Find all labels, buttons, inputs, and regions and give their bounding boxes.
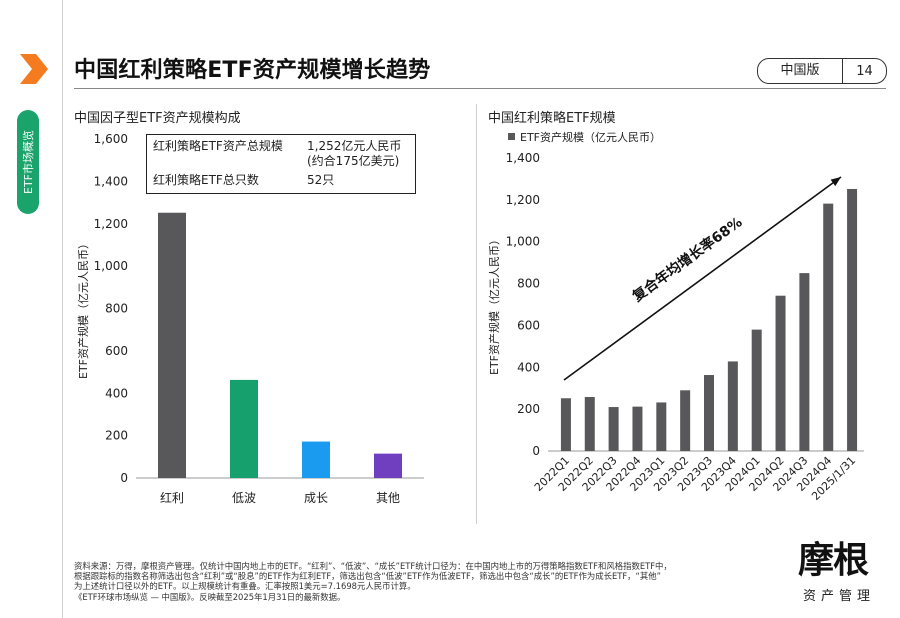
x-tick-label: 低波 xyxy=(232,491,256,505)
edition-badge: 中国版 14 xyxy=(757,58,887,84)
bar-8 xyxy=(751,329,762,451)
y-tick-label: 1,200 xyxy=(94,217,128,231)
y-axis-label: ETF资产规模（亿元人民币） xyxy=(76,238,90,379)
y-tick-label: 200 xyxy=(105,429,128,443)
info-total-value: 1,252亿元人民币 xyxy=(307,139,402,153)
bar-3 xyxy=(632,406,643,451)
x-tick-label: 其他 xyxy=(376,491,400,505)
bar-0 xyxy=(560,398,571,451)
footnote: 资料来源：万得，摩根资产管理。仅统计中国内地上市的ETF。“红利”、“低波”、“… xyxy=(74,561,774,602)
info-count-label: 红利策略ETF总只数 xyxy=(153,173,259,187)
y-tick-label: 400 xyxy=(517,360,540,374)
legend-label: ETF资产规模（亿元人民币） xyxy=(520,130,661,144)
y-tick-label: 0 xyxy=(120,471,128,485)
right-bar-chart: ETF资产规模（亿元人民币） 0 200 400 600 800 1,000 1,200 1,4… xyxy=(487,130,864,503)
y-tick-label: 1,400 xyxy=(94,174,128,188)
bar-1 xyxy=(584,397,595,451)
x-tick-label: 成长 xyxy=(304,491,328,505)
edition-label: 中国版 xyxy=(758,59,843,83)
bar-2 xyxy=(302,441,330,478)
footnote-line-1: 资料来源：万得，摩根资产管理。仅统计中国内地上市的ETF。“红利”、“低波”、“… xyxy=(74,561,672,571)
info-box: 红利策略ETF资产总规模 1,252亿元人民币 (约合175亿美元) 红利策略E… xyxy=(146,134,416,194)
bar-11 xyxy=(823,203,834,451)
bar-10 xyxy=(799,273,810,451)
y-tick-label: 0 xyxy=(532,444,540,458)
bar-6 xyxy=(704,375,714,451)
chevron-right-icon xyxy=(20,54,48,84)
bar-1 xyxy=(230,379,258,478)
y-tick-label: 400 xyxy=(105,386,128,400)
info-count-value: 52只 xyxy=(307,173,335,187)
y-tick-label: 800 xyxy=(105,302,128,316)
bar-0 xyxy=(158,212,186,479)
y-tick-label: 200 xyxy=(517,402,540,416)
title-divider xyxy=(74,88,886,89)
y-tick-label: 1,000 xyxy=(506,235,540,249)
page-number: 14 xyxy=(856,63,873,79)
left-chart-title: 中国因子型ETF资产规模构成 xyxy=(74,111,241,126)
footnote-line-3: 为上述统计口径以外的ETF。以上规模统计有重叠。汇率按照1美元=7.1698元人… xyxy=(74,581,416,592)
logo-text: 资产管理 xyxy=(803,589,876,604)
bar-5 xyxy=(680,390,691,451)
info-total-label: 红利策略ETF资产总规模 xyxy=(153,139,283,153)
legend-swatch xyxy=(508,133,515,140)
y-tick-label: 600 xyxy=(105,344,128,358)
right-chart-title: 中国红利策略ETF规模 xyxy=(488,111,616,126)
y-tick-label: 1,400 xyxy=(506,151,540,165)
footnote-line-2: 根据跟踪标的指数名称筛选出包含“红利”或“股息”的ETF作为红利ETF，筛选出包… xyxy=(74,571,661,582)
growth-arrow-head xyxy=(830,177,841,187)
left-rule xyxy=(62,0,63,618)
bar-9 xyxy=(775,295,786,451)
bar-4 xyxy=(656,402,667,451)
y-tick-label: 1,000 xyxy=(94,259,128,273)
panel-divider xyxy=(476,104,477,524)
y-tick-label: 1,200 xyxy=(506,193,540,207)
section-tab-label: ETF市场概览 xyxy=(22,130,35,194)
page-title: 中国红利策略ETF资产规模增长趋势 xyxy=(74,58,431,83)
y-tick-label: 1,600 xyxy=(94,132,128,146)
y-axis-label: ETF资产规模（亿元人民币） xyxy=(487,234,501,375)
info-total-usd: (约合175亿美元) xyxy=(307,154,400,168)
y-tick-label: 800 xyxy=(517,277,540,291)
growth-arrow-line xyxy=(563,176,842,381)
bar-2 xyxy=(608,407,619,451)
section-tab[interactable]: ETF市场概览 xyxy=(17,110,39,214)
logo-mark: 摩根 xyxy=(798,539,869,581)
x-tick-label: 红利 xyxy=(160,490,184,505)
footnote-line-4: 《ETF环球市场纵览 — 中国版》。反映截至2025年1月31日的最新数据。 xyxy=(74,591,346,602)
bar-3 xyxy=(374,453,402,478)
bar-12 xyxy=(847,188,858,451)
left-bar-chart: 0 200 400 600 800 1,000 1,200 1,400 1,600 红利 低波 成长 其… xyxy=(76,132,424,505)
y-tick-label: 600 xyxy=(517,318,540,332)
bar-7 xyxy=(727,361,738,451)
